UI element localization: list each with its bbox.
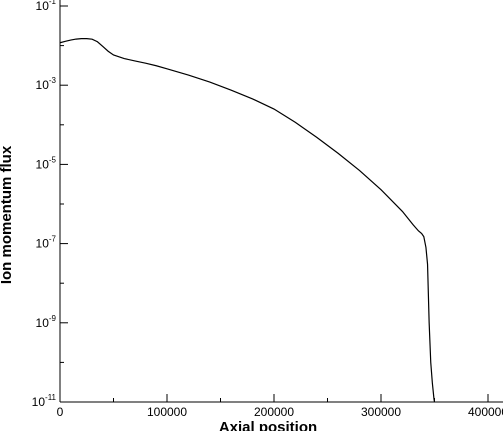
x-tick-label: 200000 [254,405,294,419]
y-tick-label: 10-7 [36,235,57,251]
y-axis-title: Ion momentum flux [0,145,15,284]
x-tick-label: 300000 [361,405,401,419]
y-axis-ticks: 10-11 10-9 10-7 10-5 10-3 10-1 [32,0,68,409]
series-line [59,38,436,403]
x-tick-label: 400000 [468,405,503,419]
x-axis-ticks: 0 100000 200000 300000 400000 [57,394,503,419]
y-tick-label: 10-11 [32,393,57,409]
y-tick-label: 10-9 [36,314,57,330]
series-layer [59,38,436,403]
x-axis-title: Axial position [219,419,317,431]
plot-frame [59,0,503,403]
y-tick-label: 10-3 [36,76,57,92]
y-tick-label: 10-1 [36,0,57,13]
x-tick-label: 100000 [147,405,187,419]
x-tick-label: 0 [57,405,64,419]
y-tick-label: 10-5 [36,155,57,171]
